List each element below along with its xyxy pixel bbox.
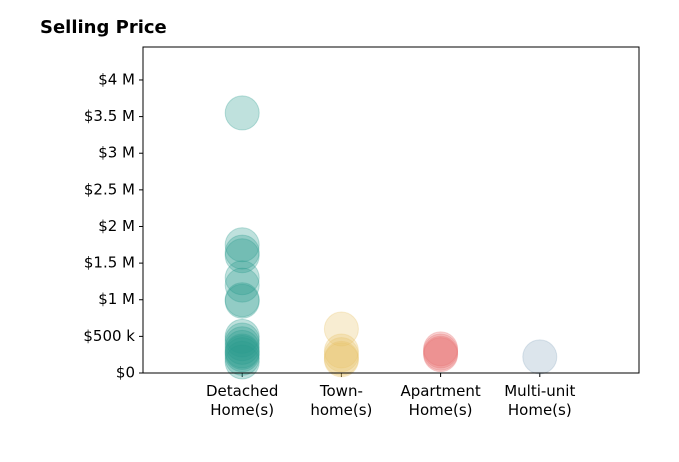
y-tick-label: $4 M — [98, 70, 135, 88]
point — [224, 318, 260, 354]
chart-title: Selling Price — [40, 17, 167, 38]
point — [224, 95, 260, 131]
y-tick-label: $0 — [116, 364, 135, 382]
y-tick-label: $500 k — [83, 327, 135, 345]
point — [224, 227, 260, 263]
point — [224, 329, 260, 365]
plot-frame — [142, 46, 640, 374]
point — [323, 340, 359, 376]
point — [224, 333, 260, 369]
point — [522, 339, 558, 375]
y-tick-label: $2.5 M — [84, 180, 135, 198]
point — [224, 283, 260, 319]
point — [323, 311, 359, 347]
point — [224, 260, 260, 296]
y-tick-label: $2 M — [98, 217, 135, 235]
y-tick-label: $3.5 M — [84, 107, 135, 125]
x-tick-label: Detached Home(s) — [206, 382, 279, 419]
x-tick-label: Multi-unit Home(s) — [504, 382, 576, 419]
point — [423, 333, 459, 369]
point — [224, 337, 260, 373]
x-tick-label: Town- home(s) — [310, 382, 373, 419]
x-tick-label: Apartment Home(s) — [400, 382, 481, 419]
point — [323, 333, 359, 369]
y-tick-label: $1.5 M — [84, 254, 135, 272]
point — [423, 337, 459, 373]
point — [224, 267, 260, 303]
point — [323, 342, 359, 378]
point — [423, 335, 459, 371]
point — [423, 331, 459, 367]
y-tick-label: $1 M — [98, 290, 135, 308]
point — [224, 334, 260, 370]
point — [224, 234, 260, 270]
point — [224, 344, 260, 380]
point — [323, 337, 359, 373]
point — [224, 326, 260, 362]
point — [224, 282, 260, 318]
point — [224, 238, 260, 274]
point — [224, 340, 260, 376]
y-tick-label: $3 M — [98, 144, 135, 162]
point — [224, 322, 260, 358]
